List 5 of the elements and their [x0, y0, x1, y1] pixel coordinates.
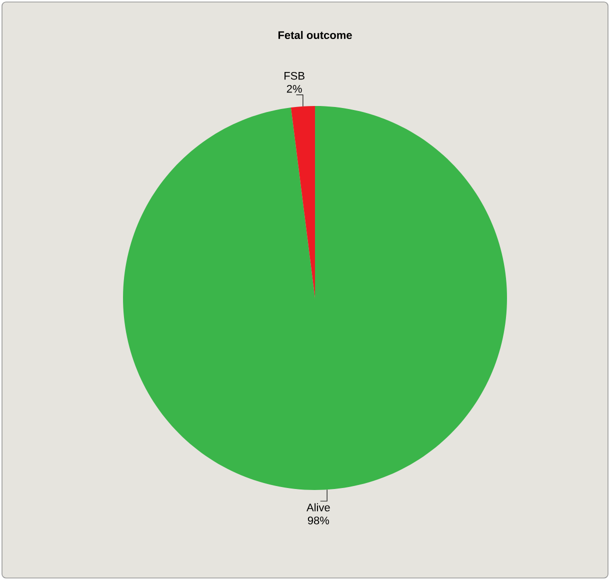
data-label: 2% — [286, 84, 302, 93]
slice-label: Alive — [306, 503, 330, 512]
data-label: 98% — [308, 516, 330, 524]
slice-label: FSB — [284, 72, 304, 80]
chart-title: Fetal outcome — [278, 30, 352, 40]
